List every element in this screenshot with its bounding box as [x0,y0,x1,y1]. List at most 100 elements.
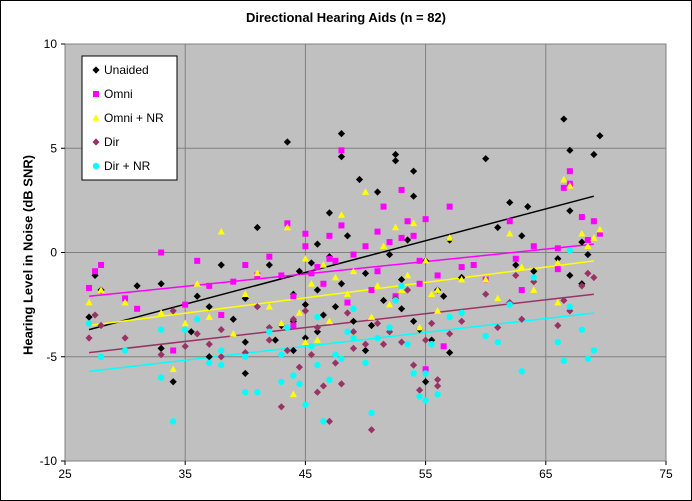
data-point [350,334,357,342]
data-point [530,243,537,250]
x-tick-label: 55 [419,467,433,481]
data-point [560,175,568,183]
data-point [229,330,237,337]
data-point [338,222,345,229]
legend-label: Dir [104,135,119,149]
data-point [325,209,334,217]
data-point [458,264,465,271]
data-point [379,340,388,348]
data-point [337,380,346,388]
data-point [302,230,309,237]
data-point [578,326,586,333]
y-tick-label: 5 [50,141,57,155]
data-point [325,317,334,325]
data-point [337,280,346,288]
data-point [271,336,279,344]
y-tick-label: -5 [46,350,57,364]
data-point [290,322,297,329]
data-point [530,267,538,275]
data-point [584,355,592,363]
data-point [301,307,309,315]
data-point [350,251,357,258]
data-point [440,343,447,350]
data-point [301,301,309,309]
data-point [560,296,568,305]
data-point [584,242,592,250]
data-point [326,232,333,239]
data-point [367,321,376,330]
data-point [121,334,129,342]
data-point [217,227,225,235]
data-point [313,388,322,396]
data-point [415,386,424,394]
legend-marker [92,114,100,121]
data-point [584,236,591,243]
data-point [578,282,586,290]
y-tick-labels: -10 -5 0 5 10 [40,37,65,468]
data-point [301,338,309,345]
data-point [169,378,177,386]
data-point [350,305,357,312]
data-point [193,279,201,287]
data-point [241,338,249,346]
data-point [266,328,273,335]
data-point [512,261,520,269]
data-point [193,330,201,338]
x-tick-label: 45 [299,467,313,481]
data-point [494,294,502,302]
data-point [85,320,93,327]
data-point [415,323,424,331]
data-point [482,155,490,163]
data-point [554,298,562,306]
data-point [409,219,418,227]
data-point [307,351,316,359]
data-point [403,236,412,244]
data-point [566,207,574,215]
data-point [242,388,249,396]
data-point [349,328,358,336]
data-point [362,359,369,367]
data-point [182,326,189,333]
data-point [416,257,423,264]
data-point [205,303,213,311]
data-point [470,262,477,269]
data-point [241,290,249,297]
data-point [398,186,405,193]
data-point [307,279,316,287]
data-point [313,336,322,343]
legend-marker [92,138,100,146]
data-point [596,132,604,140]
data-point [409,317,418,325]
data-point [253,303,261,311]
data-point [506,218,513,225]
data-point [91,311,99,319]
data-point [446,203,453,210]
data-point [283,346,291,355]
data-point [482,332,489,340]
data-point [578,214,585,221]
data-point [265,336,273,344]
chart-title: Directional Hearing Aids (n = 82) [246,10,446,25]
data-point [331,359,340,367]
data-point [266,253,273,260]
legend-marker [92,162,100,170]
data-point [344,299,351,306]
data-point [337,211,346,218]
data-point [302,401,309,408]
data-point [85,298,93,306]
data-point [337,152,346,161]
data-point [97,286,105,293]
data-point [409,167,418,175]
legend-marker [92,66,100,74]
data-point [170,347,177,354]
data-point [284,324,291,331]
data-point [422,378,430,386]
data-point [325,417,334,425]
data-point [458,309,465,317]
data-point [361,346,370,355]
data-point [560,357,568,365]
data-point [380,203,387,210]
data-point [554,259,562,266]
data-point [218,312,225,319]
data-point [367,426,376,434]
